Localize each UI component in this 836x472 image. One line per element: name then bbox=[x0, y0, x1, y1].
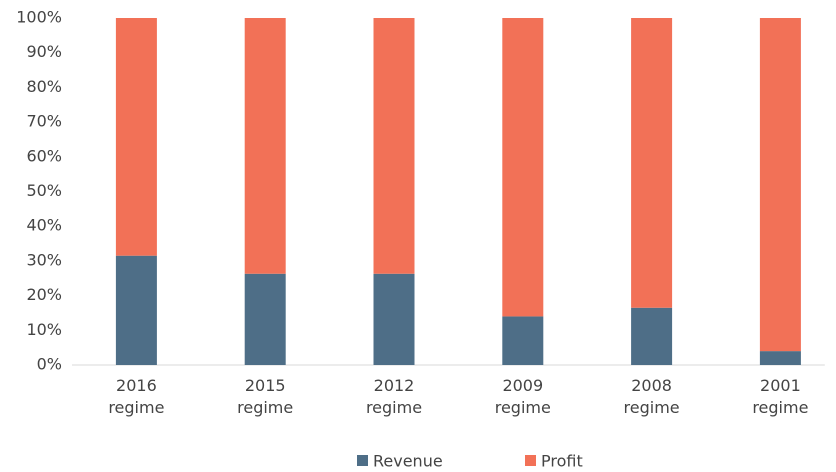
y-tick-label: 10% bbox=[26, 320, 62, 339]
x-tick-label: 2012 regime bbox=[365, 376, 423, 417]
bar-segment bbox=[373, 273, 415, 365]
y-tick-label: 0% bbox=[37, 355, 62, 374]
bar-segment bbox=[502, 316, 544, 365]
y-tick-label: 80% bbox=[26, 77, 62, 96]
y-tick-label: 30% bbox=[26, 250, 62, 269]
bar-segment bbox=[115, 18, 157, 256]
bar-segment bbox=[759, 18, 801, 352]
bar-segment bbox=[631, 307, 673, 365]
bar-segment bbox=[502, 18, 544, 317]
y-tick-label: 90% bbox=[26, 42, 62, 61]
legend-swatch bbox=[357, 455, 368, 466]
bar-segment bbox=[759, 351, 801, 365]
legend-swatch bbox=[525, 455, 536, 466]
bar-segment bbox=[244, 273, 286, 365]
bar-segment bbox=[373, 18, 415, 274]
y-tick-label: 40% bbox=[26, 216, 62, 235]
x-tick-label: 2001 regime bbox=[752, 376, 809, 417]
x-tick-label: 2016 regime bbox=[108, 376, 165, 417]
y-tick-label: 60% bbox=[26, 146, 62, 165]
legend-label: Revenue bbox=[373, 452, 443, 471]
bar-segment bbox=[115, 255, 157, 365]
y-tick-label: 70% bbox=[26, 112, 62, 131]
y-tick-label: 20% bbox=[26, 285, 62, 304]
x-tick-label: 2009 regime bbox=[494, 376, 551, 417]
y-tick-label: 100% bbox=[16, 8, 62, 27]
legend-label: Profit bbox=[541, 452, 583, 471]
bar-segment bbox=[631, 18, 673, 308]
x-tick-label: 2008 regime bbox=[623, 376, 680, 417]
y-tick-label: 50% bbox=[26, 181, 62, 200]
bar-segment bbox=[244, 18, 286, 274]
x-tick-label: 2015 regime bbox=[237, 376, 294, 417]
